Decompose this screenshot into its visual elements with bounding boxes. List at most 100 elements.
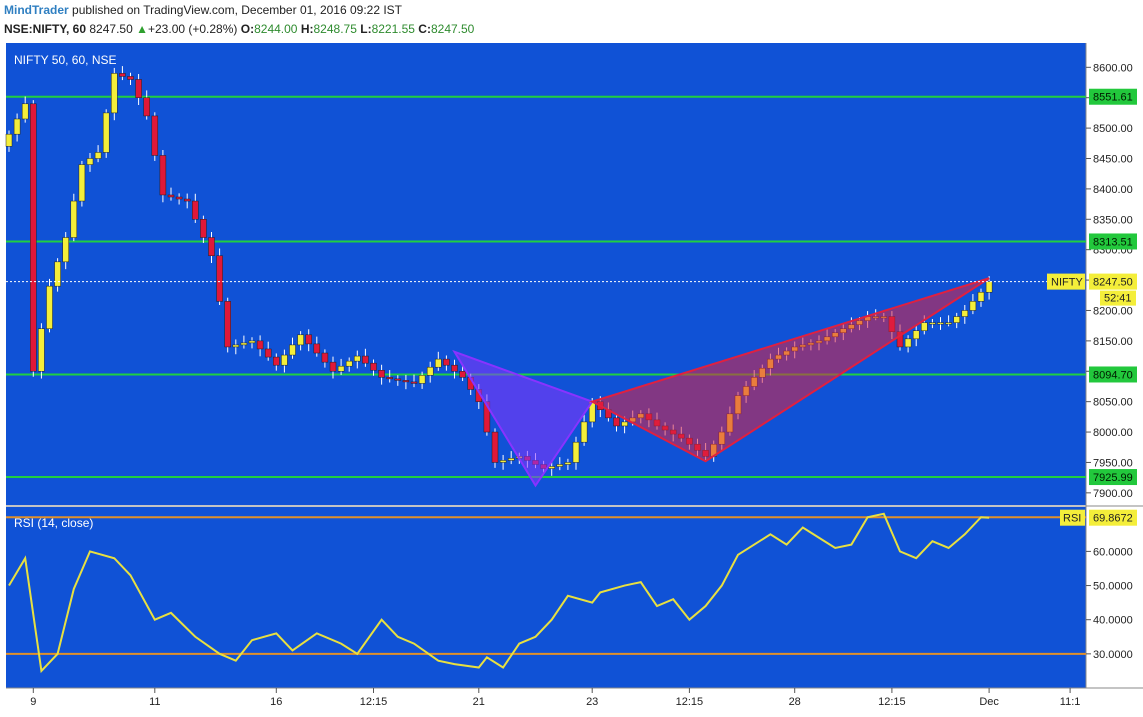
candle-up[interactable] (556, 464, 564, 467)
pattern-triangle[interactable] (452, 349, 594, 488)
rsi-line[interactable] (8, 512, 990, 674)
candle-up[interactable] (345, 360, 353, 367)
candle-up[interactable] (232, 344, 240, 348)
candle-up[interactable] (929, 322, 936, 325)
candle-up[interactable] (289, 344, 296, 356)
high-value: 8248.75 (313, 22, 357, 36)
candle-up[interactable] (977, 291, 985, 302)
last-price-tag-bg (1089, 273, 1137, 290)
candle-down[interactable] (378, 370, 385, 378)
candle-down[interactable] (175, 196, 183, 200)
candle-up[interactable] (297, 334, 304, 346)
candle-up[interactable] (969, 301, 977, 311)
candle-up[interactable] (102, 112, 110, 153)
candle-up[interactable] (548, 466, 555, 469)
candle-down[interactable] (30, 103, 37, 372)
candle-down[interactable] (613, 417, 620, 427)
candle-down[interactable] (273, 356, 280, 366)
candle-down[interactable] (394, 378, 402, 381)
candle-down[interactable] (183, 198, 191, 202)
candle-up[interactable] (621, 421, 628, 427)
candle-up[interactable] (507, 458, 515, 461)
candle-down[interactable] (402, 380, 410, 383)
candle-up[interactable] (248, 340, 256, 344)
candle-up[interactable] (921, 322, 928, 331)
rsi-pane (6, 512, 1086, 674)
candle-up[interactable] (94, 152, 102, 159)
candle-up[interactable] (281, 354, 288, 366)
candle-down[interactable] (459, 371, 466, 378)
candle-down[interactable] (135, 79, 142, 98)
candle-up[interactable] (418, 375, 426, 384)
price-tick-label: 8450.00 (1093, 154, 1133, 166)
symbol-line: NSE:NIFTY, 60 8247.50 ▲+23.00 (+0.28%) O… (4, 22, 474, 36)
candle-up[interactable] (953, 316, 960, 323)
countdown-tag-bg (1100, 290, 1136, 306)
level-label: 7925.99 (1093, 472, 1133, 484)
candle-up[interactable] (426, 366, 434, 376)
candle-down[interactable] (167, 194, 175, 198)
candle-down[interactable] (159, 155, 167, 196)
candle-up[interactable] (13, 118, 21, 135)
candle-down[interactable] (410, 381, 418, 384)
rsi-pane-bg[interactable] (6, 507, 1086, 688)
candle-down[interactable] (491, 431, 499, 463)
candle-down[interactable] (200, 219, 207, 238)
candle-up[interactable] (435, 358, 442, 368)
candle-down[interactable] (443, 358, 450, 366)
candle-down[interactable] (329, 361, 337, 372)
candle-up[interactable] (62, 237, 69, 263)
candle-up[interactable] (337, 365, 345, 372)
candle-up[interactable] (54, 261, 61, 287)
candle-up[interactable] (78, 164, 86, 202)
pattern-triangle[interactable] (589, 277, 990, 463)
last-price-value: 8247.50 (89, 22, 133, 36)
open-label: O: (240, 22, 255, 36)
candle-down[interactable] (143, 97, 150, 117)
candle-down[interactable] (224, 301, 231, 348)
candle-down[interactable] (256, 340, 264, 350)
candle-up[interactable] (21, 103, 29, 120)
candle-up[interactable] (5, 133, 13, 147)
candle-down[interactable] (305, 334, 312, 345)
candle-down[interactable] (386, 377, 393, 380)
candle-up[interactable] (354, 355, 361, 362)
candle-down[interactable] (192, 200, 199, 220)
candle-down[interactable] (151, 115, 159, 156)
candle-down[interactable] (264, 348, 272, 358)
candle-down[interactable] (313, 343, 321, 354)
publisher-name[interactable]: MindTrader (4, 3, 69, 17)
price-tick-label: 8150.00 (1093, 336, 1133, 348)
candle-down[interactable] (370, 362, 377, 371)
level-label: 8313.51 (1093, 236, 1133, 248)
candle-down[interactable] (451, 364, 458, 372)
rsi-tick-label: 40.0000 (1093, 615, 1133, 627)
candle-down[interactable] (362, 355, 369, 364)
candle-down[interactable] (216, 255, 223, 302)
candle-up[interactable] (937, 322, 944, 325)
candle-up[interactable] (572, 441, 580, 463)
countdown-tag: 52:41 (1104, 293, 1132, 305)
candle-down[interactable] (127, 76, 134, 80)
candle-up[interactable] (564, 462, 572, 465)
candle-up[interactable] (985, 281, 993, 293)
candle-up[interactable] (70, 200, 78, 238)
candle-up[interactable] (580, 421, 588, 443)
level-label-bg (1089, 88, 1137, 105)
candle-up[interactable] (111, 73, 118, 114)
candle-up[interactable] (961, 310, 969, 317)
price-axis-bg[interactable] (1086, 43, 1143, 688)
candle-up[interactable] (46, 285, 53, 329)
candle-up[interactable] (38, 328, 45, 372)
level-label-bg (1089, 469, 1137, 486)
candle-up[interactable] (499, 460, 507, 463)
candle-down[interactable] (321, 352, 329, 363)
candle-down[interactable] (208, 237, 215, 257)
candle-up[interactable] (240, 342, 248, 346)
candle-up[interactable] (912, 330, 920, 340)
candle-up[interactable] (904, 338, 912, 348)
candle-up[interactable] (945, 322, 952, 325)
candle-down[interactable] (119, 73, 126, 77)
candle-up[interactable] (86, 158, 94, 165)
